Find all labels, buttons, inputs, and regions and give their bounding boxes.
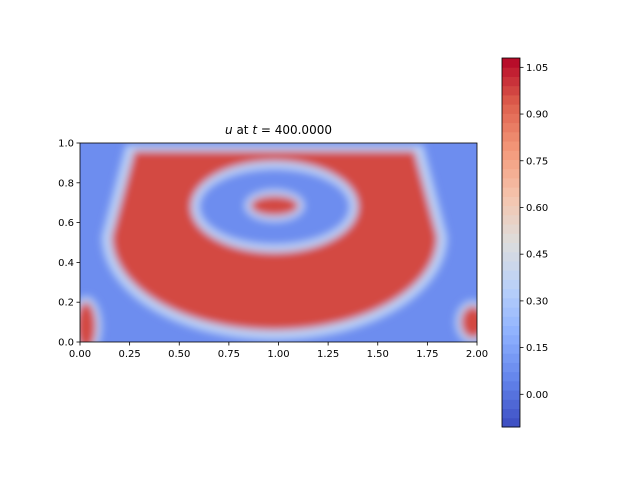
colorbar-level xyxy=(502,343,520,354)
colorbar-level xyxy=(502,233,520,243)
colorbar-level xyxy=(502,408,520,419)
colorbar-level xyxy=(502,362,520,373)
colorbar-level xyxy=(502,279,520,290)
y-tick-label: 1.0 xyxy=(58,139,74,150)
title-var-u: u xyxy=(225,123,233,137)
colorbar-level xyxy=(502,94,520,105)
colorbar-level xyxy=(502,104,520,114)
colorbar-level xyxy=(502,76,520,87)
x-tick-label: 1.50 xyxy=(367,349,389,360)
chart-title: u at t = 400.0000 xyxy=(225,123,332,137)
colorbar-level xyxy=(502,251,520,262)
colorbar-tick-label: 0.45 xyxy=(526,250,548,261)
colorbar-tick-label: 0.15 xyxy=(526,343,548,354)
colorbar-tick-label: 1.05 xyxy=(526,63,548,74)
plot-area xyxy=(80,143,477,342)
colorbar-level xyxy=(502,113,520,124)
colorbar-level xyxy=(502,177,520,188)
y-tick-label: 0.8 xyxy=(58,178,74,189)
colorbar-level xyxy=(502,371,520,382)
center-blob xyxy=(250,195,299,216)
colorbar: 0.00 0.15 0.30 0.45 0.60 0.75 0.90 1.05 xyxy=(501,57,548,428)
colorbar-level xyxy=(502,380,520,391)
colorbar-tick-label: 0.00 xyxy=(526,390,548,401)
colorbar-level xyxy=(502,205,520,216)
colorbar-ticks: 0.00 0.15 0.30 0.45 0.60 0.75 0.90 1.05 xyxy=(520,63,548,401)
x-tick-label: 1.00 xyxy=(267,349,289,360)
y-axis: 0.0 0.2 0.4 0.6 0.8 1.0 xyxy=(58,139,80,349)
colorbar-level xyxy=(502,85,520,96)
title-var-t: t xyxy=(252,123,258,137)
colorbar-level xyxy=(502,297,520,308)
colorbar-level xyxy=(502,260,520,271)
y-tick-label: 0.0 xyxy=(58,338,74,349)
colorbar-tick-label: 0.75 xyxy=(526,156,548,167)
x-axis: 0.00 0.25 0.50 0.75 1.00 1.25 1.50 1.75 2.00 xyxy=(69,342,488,360)
colorbar-level xyxy=(502,390,520,400)
colorbar-level xyxy=(502,131,520,142)
x-tick-label: 0.50 xyxy=(168,349,190,360)
title-suffix: = 400.0000 xyxy=(257,123,332,137)
colorbar-level xyxy=(502,159,520,170)
colorbar-level xyxy=(502,224,520,234)
x-tick-label: 1.25 xyxy=(317,349,339,360)
colorbar-level xyxy=(502,353,520,363)
x-tick-label: 0.00 xyxy=(69,349,91,360)
colorbar-level xyxy=(502,242,520,253)
colorbar-level xyxy=(502,150,520,160)
colorbar-level xyxy=(502,334,520,345)
colorbar-level xyxy=(502,58,520,68)
colorbar-level xyxy=(502,214,520,225)
x-tick-label: 1.75 xyxy=(416,349,438,360)
y-tick-label: 0.2 xyxy=(58,298,74,309)
corner-blob-0 xyxy=(80,302,96,342)
colorbar-level xyxy=(502,307,520,317)
corner-blob-1 xyxy=(461,306,477,339)
x-tick-label: 0.75 xyxy=(218,349,240,360)
colorbar-level xyxy=(502,122,520,133)
title-at: at xyxy=(233,123,253,137)
colorbar-frame xyxy=(501,57,521,428)
y-tick-label: 0.4 xyxy=(58,258,74,269)
colorbar-level xyxy=(502,288,520,299)
colorbar-tick-label: 0.60 xyxy=(526,203,548,214)
colorbar-level xyxy=(502,187,520,197)
colorbar-level xyxy=(502,168,520,179)
colorbar-tick-label: 0.90 xyxy=(526,110,548,121)
colorbar-level xyxy=(502,141,520,151)
colorbar-level xyxy=(502,270,520,280)
colorbar-level xyxy=(502,399,520,410)
field-layer xyxy=(80,145,477,342)
colorbar-level xyxy=(502,67,520,77)
x-tick-label: 0.25 xyxy=(118,349,140,360)
x-tick-label: 2.00 xyxy=(466,349,488,360)
colorbar-steps xyxy=(502,58,520,428)
colorbar-level xyxy=(502,325,520,336)
colorbar-level xyxy=(502,417,520,428)
colorbar-level xyxy=(502,196,520,207)
colorbar-tick-label: 0.30 xyxy=(526,296,548,307)
colorbar-level xyxy=(502,316,520,327)
y-tick-label: 0.6 xyxy=(58,218,74,229)
